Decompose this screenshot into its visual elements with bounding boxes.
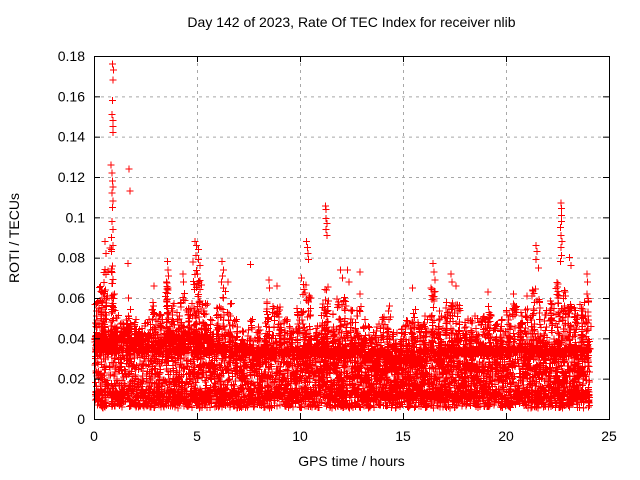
y-tick-label: 0.16 [58,88,85,104]
y-tick-label: 0.12 [58,169,85,185]
y-tick-label: 0.18 [58,48,85,64]
y-tick-label: 0.1 [66,209,86,225]
scatter-points [91,60,595,412]
y-tick-label: 0.08 [58,250,85,266]
tick-labels: 0 0.02 0.04 0.06 0.08 0.1 0.12 0.14 0.16 0.18 0 5 10… [58,48,617,444]
x-tick-label: 0 [90,428,98,444]
y-tick-label: 0 [77,411,85,427]
x-tick-label: 25 [601,428,617,444]
x-tick-label: 10 [292,428,308,444]
y-tick-label: 0.06 [58,290,85,306]
x-tick-label: 5 [193,428,201,444]
x-tick-label: 20 [498,428,514,444]
grid-lines [94,56,609,419]
x-axis-label: GPS time / hours [298,453,405,469]
y-tick-label: 0.14 [58,129,85,145]
plot-frame [94,56,610,420]
x-tick-label: 15 [395,428,411,444]
chart-title: Day 142 of 2023, Rate Of TEC Index for r… [187,14,516,30]
y-tick-label: 0.02 [58,371,85,387]
y-tick-label: 0.04 [58,330,85,346]
